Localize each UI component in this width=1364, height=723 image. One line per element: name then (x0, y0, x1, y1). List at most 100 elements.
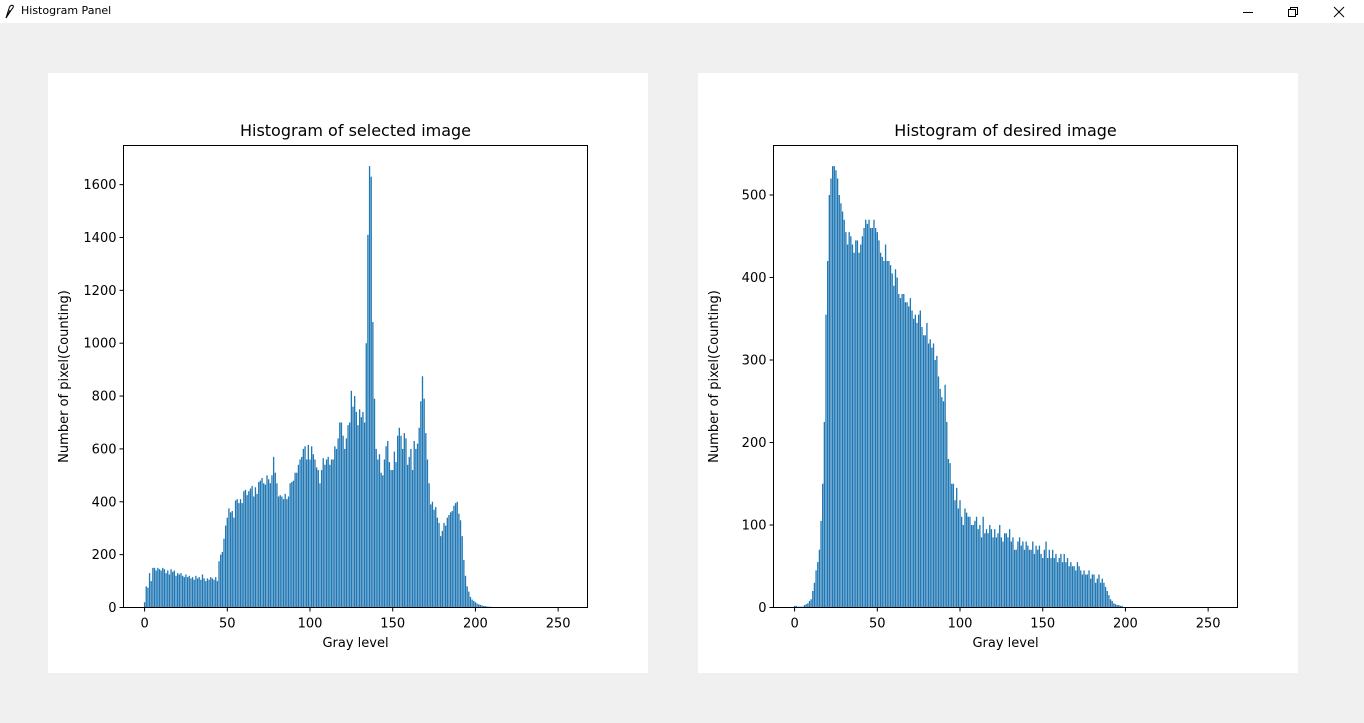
histogram-bar (808, 600, 811, 608)
histogram-bar (152, 567, 154, 608)
histogram-bar (411, 470, 414, 608)
histogram-bar (362, 411, 364, 608)
histogram-bar (416, 443, 419, 608)
histogram-bar (1027, 545, 1029, 608)
histogram-bar (835, 170, 837, 608)
restore-button[interactable] (1270, 0, 1316, 23)
bars-group (793, 166, 1123, 608)
histogram-bar (1037, 549, 1039, 608)
histogram-bar (216, 581, 219, 608)
histogram-bar (871, 228, 873, 608)
histogram-bar (888, 261, 890, 608)
histogram-bar (878, 240, 880, 608)
minimize-button[interactable] (1225, 0, 1271, 23)
histogram-bar (932, 343, 935, 608)
histogram-bar (1008, 529, 1011, 608)
histogram-bar (251, 485, 253, 608)
histogram-bar (454, 503, 457, 608)
histogram-bar (272, 456, 275, 608)
histogram-bar (909, 298, 912, 608)
histogram-bar (807, 603, 809, 608)
histogram-bar (266, 475, 268, 608)
histogram-bar (231, 511, 233, 608)
histogram-bar (1007, 537, 1009, 608)
histogram-bar (274, 472, 276, 608)
x-axis-ticks: 0 50 100 150 200 250 (790, 607, 1221, 632)
histogram-bar (921, 327, 923, 608)
histogram-bar (1113, 603, 1115, 608)
histogram-bar (175, 575, 177, 608)
histogram-bar (929, 339, 931, 608)
histogram-bar (195, 575, 197, 608)
histogram-bar (193, 579, 195, 608)
histogram-bar (453, 505, 455, 608)
histogram-bar (304, 446, 306, 608)
histogram-bar (812, 591, 814, 608)
close-button[interactable] (1316, 0, 1362, 23)
histogram-bar (349, 422, 351, 608)
histogram-bar (1040, 553, 1042, 608)
histogram-bar (403, 433, 405, 608)
histogram-bar (162, 567, 164, 608)
histogram-bar (850, 236, 852, 608)
histogram-bar (1093, 574, 1095, 608)
x-tick-label: 250 (1196, 617, 1221, 632)
histogram-bar (836, 178, 839, 608)
histogram-bar (866, 223, 869, 608)
histogram-bar (894, 269, 897, 608)
histogram-bar (987, 533, 989, 608)
histogram-bar (825, 314, 827, 608)
histogram-bar (443, 522, 445, 608)
histogram-bar (201, 574, 204, 608)
histogram-bar (874, 228, 877, 608)
histogram-bar (1086, 574, 1089, 608)
histogram-bar (975, 516, 978, 608)
histogram-bar (317, 470, 319, 608)
restore-icon (1288, 6, 1298, 17)
histogram-bar (908, 306, 910, 608)
histogram-bar (355, 411, 357, 608)
histogram-bar (354, 396, 356, 608)
histogram-bar (927, 343, 930, 608)
histogram-bar (994, 529, 996, 608)
histogram-bar (946, 421, 948, 608)
histogram-bar (170, 569, 172, 608)
histogram-bar (1099, 582, 1102, 608)
y-tick-label: 1200 (83, 284, 116, 299)
histogram-bar (951, 483, 953, 608)
histogram-bar (810, 599, 812, 608)
histogram-bar (865, 219, 867, 608)
histogram-bar (1058, 558, 1060, 608)
histogram-bar (1025, 541, 1027, 608)
histogram-bar (889, 265, 892, 608)
histogram-bar (373, 398, 376, 608)
histogram-bar (893, 285, 895, 608)
histogram-bar (1017, 541, 1019, 608)
histogram-bar (466, 586, 468, 608)
histogram-bar (1050, 558, 1052, 608)
histogram-bar (1094, 582, 1097, 608)
histogram-bar (423, 398, 425, 608)
histogram-bar (191, 577, 194, 608)
histogram-bar (360, 417, 362, 608)
histogram-bar (1043, 549, 1046, 608)
x-axis-label: Gray level (972, 636, 1038, 651)
histogram-bar (827, 261, 829, 608)
histogram-bar (155, 570, 157, 608)
histogram-bar (805, 604, 807, 608)
histogram-bar (393, 451, 396, 608)
histogram-bar (914, 314, 917, 608)
histogram-bar (158, 569, 161, 608)
x-axis-ticks: 0 50 100 150 200 250 (140, 607, 571, 632)
histogram-bar (342, 435, 344, 608)
histogram-bar (886, 261, 888, 608)
histogram-bar (469, 596, 472, 608)
y-tick-label: 800 (92, 390, 117, 405)
histogram-bar (1090, 578, 1092, 608)
histogram-bar (823, 421, 826, 608)
histogram-bar (173, 570, 176, 608)
histogram-bar (931, 347, 933, 608)
histogram-bar (969, 516, 971, 608)
histogram-bar (289, 483, 291, 608)
histogram-bar (974, 520, 976, 608)
